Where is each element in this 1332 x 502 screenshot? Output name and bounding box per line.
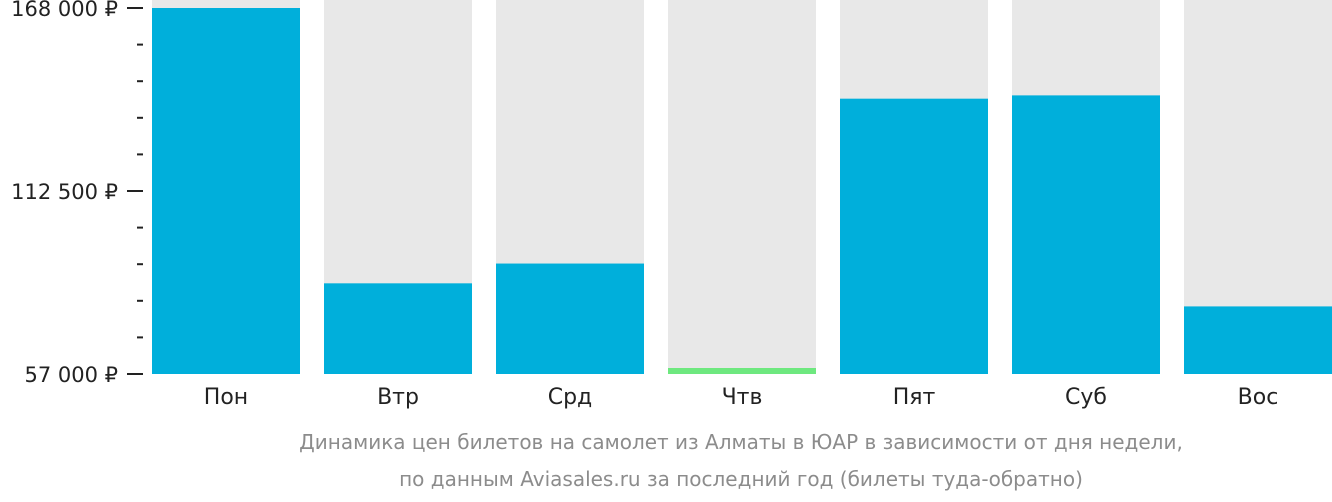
x-tick-label: Чтв — [722, 385, 763, 410]
y-tick-label: 168 000 ₽ — [11, 0, 118, 21]
bar — [1012, 95, 1160, 374]
x-tick-label: Вос — [1238, 385, 1279, 410]
bar — [840, 98, 988, 375]
x-tick-label: Срд — [548, 385, 593, 410]
bars — [152, 8, 1332, 375]
y-tick-label: 57 000 ₽ — [24, 363, 118, 387]
bar-background — [668, 0, 816, 374]
bar — [152, 8, 300, 374]
bar — [324, 283, 472, 374]
x-tick-label: Суб — [1065, 385, 1107, 410]
chart-caption-line-1: Динамика цен билетов на самолет из Алмат… — [299, 430, 1183, 454]
price-by-weekday-chart: 168 000 ₽112 500 ₽57 000 ₽ Пон Втр Срд Чтв П… — [11, 0, 1332, 410]
bar — [1184, 306, 1332, 374]
x-axis-labels: Пон Втр Срд Чтв Пят Суб Вос — [204, 385, 1279, 410]
bar-min-price — [668, 368, 816, 374]
x-tick-label: Пят — [893, 385, 936, 410]
y-tick-label: 112 500 ₽ — [11, 180, 118, 204]
bar — [496, 263, 644, 374]
chart-caption-line-2: по данным Aviasales.ru за последний год … — [399, 467, 1083, 491]
y-axis: 168 000 ₽ 112 500 ₽ 57 000 ₽ — [11, 0, 143, 387]
x-tick-label: Втр — [377, 385, 419, 410]
x-tick-label: Пон — [204, 385, 248, 410]
